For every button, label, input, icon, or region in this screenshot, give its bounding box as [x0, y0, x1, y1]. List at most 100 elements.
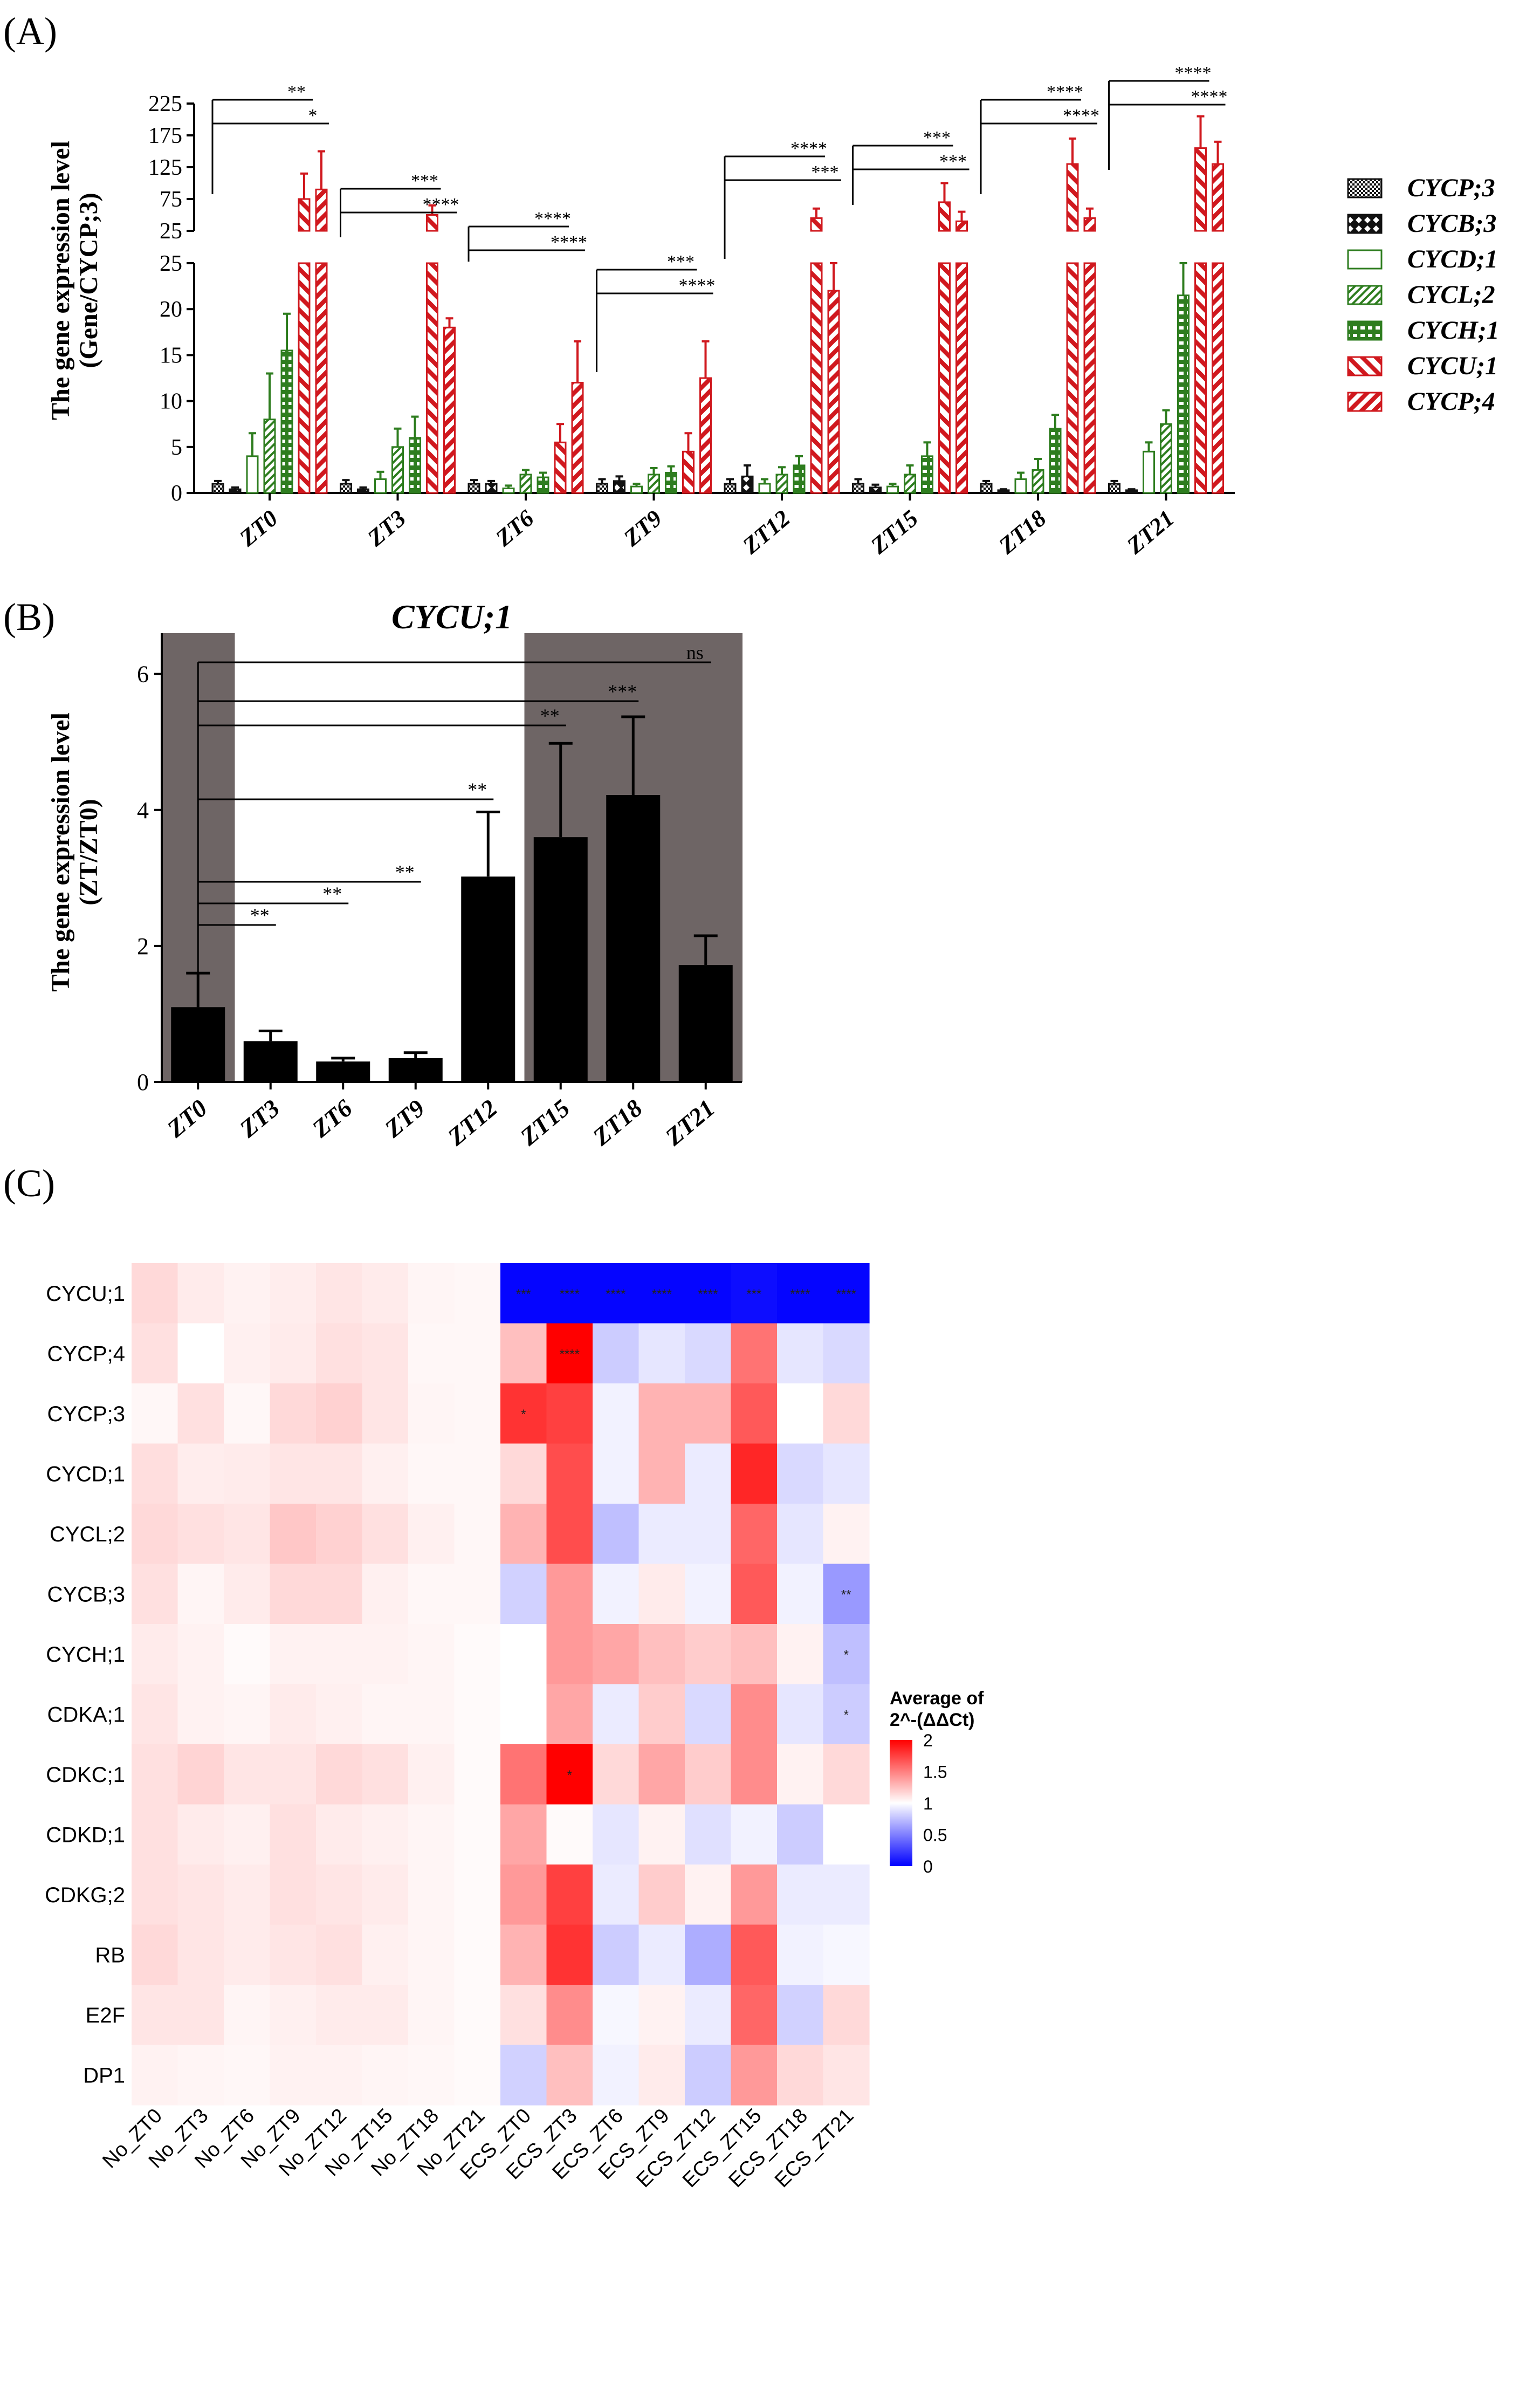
heatmap-cell	[777, 1684, 824, 1745]
heatmap-cell	[177, 1443, 224, 1504]
heatmap-cell	[454, 1684, 501, 1745]
heatmap-cell	[224, 1624, 271, 1685]
panel-a-legend-label: CYCD;1	[1407, 245, 1498, 273]
heatmap-colorbar-tick-label: 0	[923, 1857, 933, 1876]
heatmap-cell	[224, 1564, 271, 1624]
panel-a-bar-upper	[938, 201, 951, 232]
heatmap-colorbar	[890, 1740, 912, 1866]
panel-c-label: (C)	[3, 1162, 55, 1205]
panel-a-bar	[869, 486, 882, 494]
heatmap-cell	[593, 1744, 640, 1805]
panel-a-bar	[938, 262, 951, 494]
heatmap-cell	[177, 1804, 224, 1865]
panel-a-ytick-label: 25	[160, 251, 182, 276]
heatmap-cell	[270, 1985, 317, 2046]
heatmap-cell	[132, 1383, 178, 1444]
panel-a-bar-upper	[1083, 217, 1096, 232]
panel-a-bar	[827, 290, 840, 494]
panel-b-chart: CYCU;1 The gene expression level (ZT/ZT0…	[46, 598, 742, 1151]
heatmap-cell	[316, 1985, 363, 2046]
heatmap-cell	[132, 1744, 178, 1805]
heatmap-cell	[823, 1504, 870, 1565]
heatmap-cell	[500, 1383, 547, 1444]
heatmap-cell	[454, 1804, 501, 1865]
panel-a-bar	[741, 475, 754, 494]
panel-b-ylabel-line2: (ZT/ZT0)	[74, 799, 103, 905]
heatmap-cell	[454, 1865, 501, 1925]
heatmap-cell	[823, 1323, 870, 1384]
panel-a-bar	[537, 476, 549, 494]
panel-a-bar	[699, 377, 712, 494]
heatmap-cell	[731, 1924, 778, 1985]
heatmap-legend-title-line1: Average of	[890, 1688, 984, 1709]
panel-a-xtick-label: ZT3	[362, 505, 411, 552]
heatmap-cell	[500, 1924, 547, 1985]
heatmap-cell	[500, 1323, 547, 1384]
heatmap-cell	[132, 1564, 178, 1624]
panel-a-bar	[571, 382, 584, 494]
heatmap-cell	[500, 1684, 547, 1745]
heatmap-cell	[132, 2045, 178, 2106]
heatmap-cell	[454, 1263, 501, 1324]
panel-a-bar	[810, 262, 823, 494]
heatmap-cell	[270, 1443, 317, 1504]
heatmap-cell	[454, 1383, 501, 1444]
heatmap-row-label: CDKA;1	[47, 1703, 126, 1726]
heatmap-cell	[823, 1804, 870, 1865]
heatmap-cell	[177, 1263, 224, 1324]
heatmap-sig-marker: ****	[606, 1287, 625, 1301]
heatmap-cell	[777, 1323, 824, 1384]
panel-a-bar	[1160, 423, 1172, 494]
heatmap-cell	[823, 1924, 870, 1985]
heatmap-cell	[638, 1564, 685, 1624]
panel-c-heatmap: Average of 2^-(ΔΔCt) CYCU;1 CYCP;4 CYCP;3 C…	[45, 1263, 984, 2192]
panel-b-bar	[316, 1061, 370, 1082]
heatmap-row-label: CYCB;3	[47, 1582, 126, 1606]
heatmap-row-label: CDKD;1	[46, 1823, 125, 1847]
heatmap-cell	[408, 1985, 455, 2046]
heatmap-cell	[638, 1804, 685, 1865]
panel-a-bar	[554, 441, 567, 494]
panel-a-bar-upper	[315, 188, 328, 232]
heatmap-cell	[685, 1564, 732, 1624]
heatmap-cell	[638, 1263, 685, 1324]
heatmap-cell	[224, 1684, 271, 1745]
heatmap-cell	[546, 1564, 593, 1624]
heatmap-cell	[177, 2045, 224, 2106]
panel-a-sig-label: ****	[423, 195, 459, 215]
heatmap-cell	[362, 1865, 409, 1925]
heatmap-cell	[454, 1504, 501, 1565]
heatmap-cell	[270, 1624, 317, 1685]
heatmap-cell	[132, 1323, 178, 1384]
heatmap-cell	[731, 1804, 778, 1865]
heatmap-cell	[132, 1624, 178, 1685]
heatmap-cell	[454, 1564, 501, 1624]
heatmap-sig-marker: ****	[698, 1287, 718, 1301]
heatmap-cell	[731, 1564, 778, 1624]
heatmap-cell	[823, 1985, 870, 2046]
panel-a-ytick-label: 5	[171, 435, 182, 460]
heatmap-cell	[224, 1744, 271, 1805]
panel-a-ylabel-line1: The gene expression level	[46, 141, 75, 420]
panel-a-bar	[315, 262, 328, 494]
heatmap-cell	[777, 1924, 824, 1985]
heatmap-cell	[546, 1744, 593, 1805]
panel-a-ytick-label: 75	[160, 187, 182, 212]
heatmap-row-label: CYCL;2	[50, 1523, 125, 1546]
panel-a-ytick-label: 10	[160, 389, 182, 414]
heatmap-cell	[638, 2045, 685, 2106]
panel-a-sig-label: ****	[1175, 63, 1212, 83]
heatmap-cell	[362, 1263, 409, 1324]
panel-a-bar	[1212, 262, 1224, 494]
panel-a-xtick-label: ZT15	[865, 505, 923, 559]
panel-a-sig-label: ***	[923, 128, 951, 148]
panel-b-sig-label: ***	[608, 681, 637, 702]
panel-a-legend-swatch	[1347, 392, 1383, 412]
heatmap-cell	[685, 2045, 732, 2106]
panel-a-bar	[997, 489, 1010, 494]
panel-a-bar	[246, 455, 259, 494]
heatmap-cell	[408, 1624, 455, 1685]
heatmap-cell	[593, 1624, 640, 1685]
panel-b-xtick-label: ZT18	[587, 1094, 648, 1151]
